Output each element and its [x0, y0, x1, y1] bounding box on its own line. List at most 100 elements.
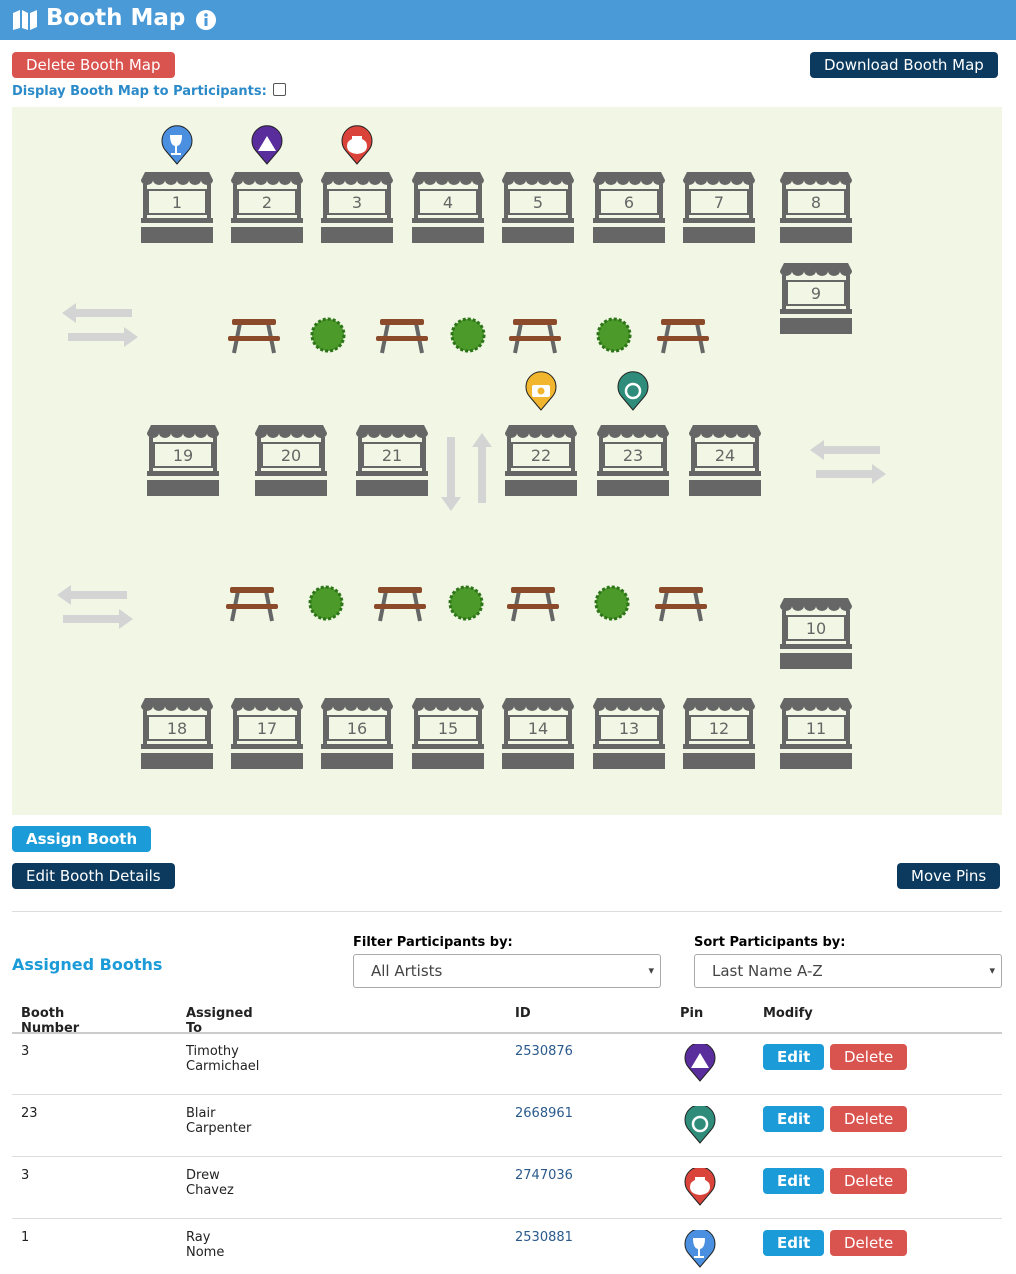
booth-awning [255, 433, 267, 438]
table-top [511, 587, 555, 593]
participant-id[interactable]: 2530876 [515, 1044, 573, 1059]
booth-awning [189, 180, 201, 185]
booth-awning [321, 180, 333, 185]
booth-awning [505, 433, 517, 438]
booth-awning [165, 180, 177, 185]
booth-awning [517, 433, 529, 438]
booth-awning [201, 180, 213, 185]
booth-counter [780, 644, 852, 649]
filter-select[interactable]: All Artists ▾ [353, 954, 661, 988]
section-title: Assigned Booths [12, 955, 163, 974]
delete-button[interactable]: Delete [830, 1230, 908, 1256]
booth-post [233, 710, 237, 746]
booth-awning [153, 180, 165, 185]
booth-post [257, 437, 261, 473]
booth-awning [291, 180, 303, 185]
booth-awning [731, 706, 743, 711]
pin-body [684, 1106, 716, 1144]
table-cell: 3 [21, 1044, 30, 1059]
booth-post [782, 610, 786, 646]
booth: 3 [321, 172, 393, 243]
select-caret: ▾ [989, 964, 995, 977]
delete-button[interactable]: Delete [830, 1106, 908, 1132]
table-seat [376, 336, 428, 341]
booth-awning [707, 706, 719, 711]
booth-post [685, 184, 689, 220]
booth-sign [261, 442, 321, 468]
booth-counter [597, 480, 669, 496]
booth-roof [780, 172, 852, 180]
edit-button[interactable]: Edit [763, 1168, 825, 1194]
pin-glyph [258, 136, 276, 151]
table-cell: Drew Chavez [186, 1168, 234, 1198]
booth-awning [828, 706, 840, 711]
display-checkbox[interactable] [273, 83, 286, 96]
row-pin [684, 1230, 716, 1268]
pin [684, 1106, 716, 1144]
booth-awning [641, 706, 653, 711]
booth-awning [749, 433, 761, 438]
edit-button[interactable]: Edit [763, 1106, 825, 1132]
booth-awning [333, 180, 345, 185]
table-seat [507, 604, 559, 609]
booth-number: 8 [811, 193, 821, 212]
edit-button[interactable]: Edit [763, 1044, 825, 1070]
delete-button[interactable]: Delete [830, 1044, 908, 1070]
booth-number: 18 [167, 719, 187, 738]
booth-post [478, 710, 482, 746]
booth-awning [629, 706, 641, 711]
booth-post [321, 437, 325, 473]
booth-number: 2 [262, 193, 272, 212]
move-pins-button[interactable]: Move Pins [897, 863, 1001, 889]
pin [251, 125, 283, 165]
booth-awning [141, 180, 153, 185]
booth-awning [695, 180, 707, 185]
booth: 13 [593, 698, 665, 769]
pin [684, 1230, 716, 1268]
booth-roof [356, 425, 428, 433]
booth-sign [153, 442, 213, 468]
booth-awning [165, 706, 177, 711]
bush [310, 317, 346, 353]
delete-button[interactable]: Delete [830, 1168, 908, 1194]
booth-awning [472, 706, 484, 711]
booth-number: 7 [714, 193, 724, 212]
booth-sign [786, 715, 846, 741]
participant-id[interactable]: 2747036 [515, 1168, 573, 1183]
edit-details-button[interactable]: Edit Booth Details [12, 863, 175, 889]
booth-awning [737, 433, 749, 438]
booth-roof [780, 698, 852, 706]
booth-counter [593, 227, 665, 243]
booth-counter [231, 744, 303, 749]
pin [161, 125, 193, 165]
booth-awning [195, 433, 207, 438]
booth-awning [695, 706, 707, 711]
participant-id[interactable]: 2668961 [515, 1106, 573, 1121]
sort-select[interactable]: Last Name A-Z ▾ [694, 954, 1002, 988]
booth-awning [424, 180, 436, 185]
booth-awning [231, 706, 243, 711]
booth-awning [448, 180, 460, 185]
booth-awning [201, 706, 213, 711]
booth-awning [448, 706, 460, 711]
booth: 16 [321, 698, 393, 769]
booth: 22 [505, 425, 577, 496]
booth-awning [357, 706, 369, 711]
booth-post [414, 184, 418, 220]
booth-roof [780, 598, 852, 606]
booth-counter [689, 480, 761, 496]
download-map-button[interactable]: Download Booth Map [810, 52, 998, 78]
booth-awning [629, 180, 641, 185]
booth-awning [816, 180, 828, 185]
traffic-arrow [816, 464, 886, 484]
assign-booth-button[interactable]: Assign Booth [12, 826, 152, 852]
info-icon[interactable] [195, 9, 217, 31]
booth-counter [780, 753, 852, 769]
table-top [230, 587, 274, 593]
edit-button[interactable]: Edit [763, 1230, 825, 1256]
row-pin [684, 1044, 716, 1082]
participant-id[interactable]: 2530881 [515, 1230, 573, 1245]
booth-sign [603, 442, 663, 468]
delete-map-button[interactable]: Delete Booth Map [12, 52, 175, 78]
